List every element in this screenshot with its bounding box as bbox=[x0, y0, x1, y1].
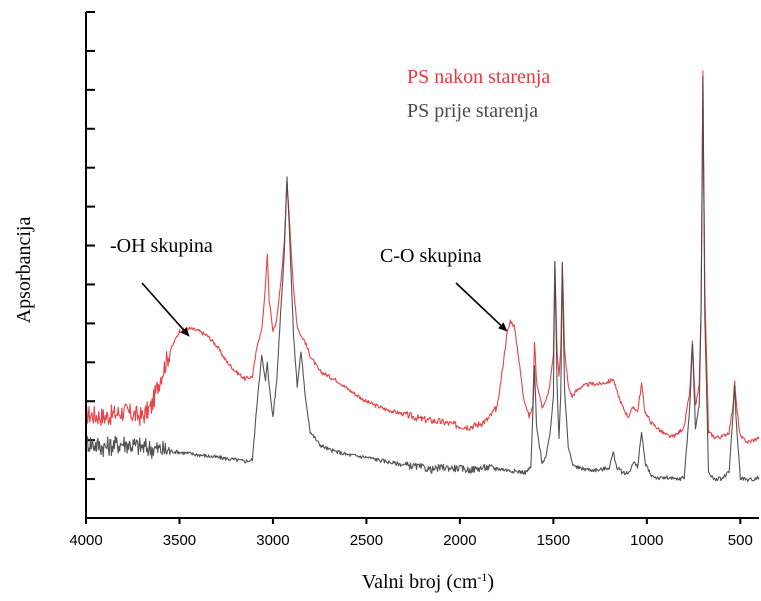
x-tick-label: 3500 bbox=[163, 532, 196, 549]
x-axis-label-close: ) bbox=[487, 571, 494, 593]
x-tick-label: 3000 bbox=[256, 532, 289, 549]
x-axis-ticks: 4000 3500 3000 2500 2000 1500 1000 500 bbox=[69, 518, 753, 549]
annotation-label: -OH skupina bbox=[110, 235, 213, 257]
x-axis-label: Valni broj (cm-1) bbox=[362, 570, 494, 593]
annotation-arrow bbox=[455, 282, 508, 332]
x-tick-label: 2000 bbox=[443, 532, 476, 549]
series-line-prije-starenja bbox=[85, 76, 760, 483]
x-tick-label: 2500 bbox=[350, 532, 383, 549]
series-line-nakon-starenja bbox=[85, 70, 760, 444]
annotations: -OH skupina C-O skupina bbox=[110, 235, 508, 337]
legend-entry: PS nakon starenja bbox=[407, 66, 550, 88]
y-axis-label: Apsorbancija bbox=[13, 217, 35, 324]
annotation-arrow bbox=[141, 282, 190, 337]
x-tick-label: 1000 bbox=[630, 532, 663, 549]
x-tick-label: 500 bbox=[728, 532, 753, 549]
legend-entry: PS prije starenja bbox=[407, 100, 538, 122]
x-tick-label: 1500 bbox=[537, 532, 570, 549]
x-axis-label-sup: -1 bbox=[477, 570, 487, 584]
series-layer bbox=[85, 70, 760, 483]
x-tick-label: 4000 bbox=[69, 532, 102, 549]
legend: PS nakon starenja PS prije starenja bbox=[407, 66, 550, 122]
y-axis-ticks bbox=[86, 11, 95, 519]
annotation-label: C-O skupina bbox=[380, 245, 482, 267]
x-axis-label-main: Valni broj (cm bbox=[362, 571, 478, 593]
